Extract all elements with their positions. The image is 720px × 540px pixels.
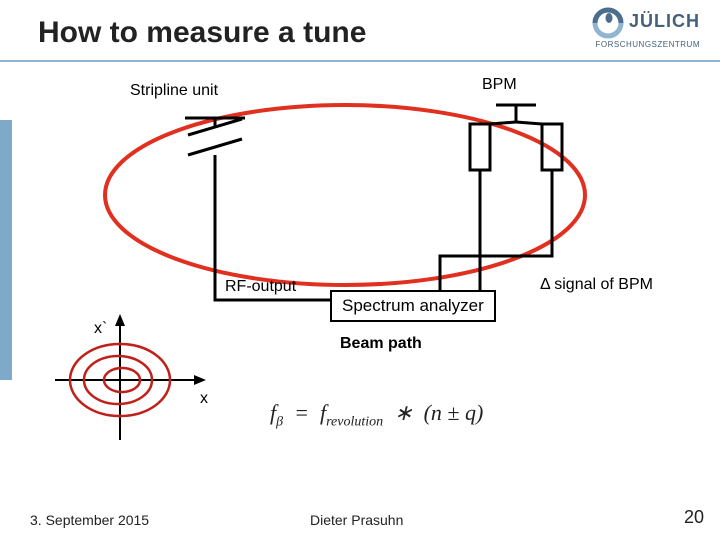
stripline-label: Stripline unit [130,82,218,100]
footer-author: Dieter Prasuhn [310,512,403,528]
storage-ring [105,105,585,285]
beam-path-label: Beam path [340,335,422,353]
eq-lhs-sub: β [276,414,283,429]
bpm-label: BPM [482,76,517,94]
bpm-icon [470,105,562,170]
x-prime-axis-label: x` [94,320,107,338]
rf-output-label: RF-output [225,278,296,296]
delta-signal-label: Δ signal of BPM [540,276,653,294]
footer-date: 3. September 2015 [30,512,149,528]
spectrum-analyzer-box: Spectrum analyzer [330,290,496,322]
eq-op: ∗ [394,400,412,425]
phase-space-plot [55,314,206,440]
diagram-svg [0,0,720,540]
tune-equation: fβ = frevolution ∗ (n ± q) [270,400,483,430]
x-axis-label: x [200,390,208,408]
bpm-wire-right [440,170,552,300]
bpm-wire-left [440,170,480,300]
footer-page: 20 [684,507,704,528]
eq-rhs2: (n ± q) [424,400,484,425]
eq-rhs1-sub: revolution [326,414,383,429]
